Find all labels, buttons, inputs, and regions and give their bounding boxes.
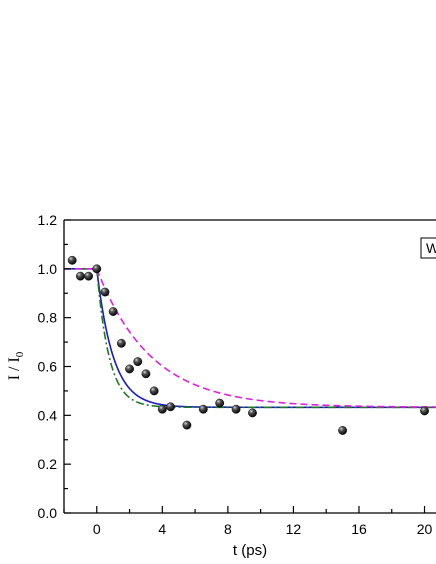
data-point bbox=[75, 271, 85, 281]
legend-box bbox=[420, 237, 436, 259]
y-tick-label: 0.8 bbox=[38, 310, 58, 326]
data-point bbox=[231, 404, 241, 414]
y-ticks: 0.0 0.2 0.4 0.6 0.8 1.0 1.2 bbox=[38, 212, 71, 521]
data-point bbox=[108, 307, 118, 316]
legend-text: W bbox=[426, 240, 436, 256]
data-point bbox=[116, 338, 126, 348]
data-point bbox=[92, 264, 102, 274]
y-tick-label: 1.0 bbox=[38, 261, 58, 277]
x-tick-label: 8 bbox=[224, 521, 232, 537]
data-point bbox=[149, 386, 159, 396]
data-point bbox=[166, 402, 175, 412]
x-tick-label: 12 bbox=[286, 521, 302, 537]
x-tick-label: 4 bbox=[158, 521, 166, 537]
x-tick-label: 0 bbox=[93, 521, 101, 537]
plot-frame bbox=[63, 219, 436, 514]
fit-curves bbox=[64, 268, 436, 409]
x-tick-label: 16 bbox=[351, 521, 367, 537]
data-point bbox=[100, 287, 110, 297]
data-point bbox=[141, 369, 151, 379]
x-ticks: 0 4 8 12 16 20 bbox=[63, 506, 433, 537]
fit-curve-solid bbox=[64, 268, 436, 409]
y-tick-label: 0.0 bbox=[38, 505, 58, 521]
data-point bbox=[84, 271, 93, 281]
data-point bbox=[133, 357, 143, 367]
data-point bbox=[182, 420, 192, 430]
data-point bbox=[67, 255, 77, 265]
y-axis-label-sub: 0 bbox=[14, 351, 26, 357]
y-tick-label: 0.6 bbox=[38, 359, 58, 375]
y-axis-label-main: I / I bbox=[6, 357, 23, 380]
svg-text:I / I0: I / I0 bbox=[6, 351, 26, 380]
fit-curve-dash-dot bbox=[64, 268, 436, 409]
data-point bbox=[215, 398, 225, 408]
x-axis-label: t (ps) bbox=[233, 542, 267, 559]
y-tick-label: 1.2 bbox=[38, 212, 58, 228]
fit-curve-dashed bbox=[64, 268, 436, 408]
y-tick-label: 0.4 bbox=[38, 407, 58, 423]
data-point bbox=[125, 364, 134, 374]
data-point bbox=[198, 404, 208, 414]
x-tick-label: 20 bbox=[417, 521, 433, 537]
data-point bbox=[338, 426, 347, 435]
data-point bbox=[248, 408, 257, 418]
y-axis-label: I / I0 bbox=[6, 351, 26, 380]
y-tick-label: 0.2 bbox=[38, 456, 58, 472]
data-points bbox=[67, 255, 429, 435]
data-point bbox=[420, 406, 429, 416]
legend: W bbox=[420, 237, 436, 259]
data-point bbox=[157, 404, 167, 414]
